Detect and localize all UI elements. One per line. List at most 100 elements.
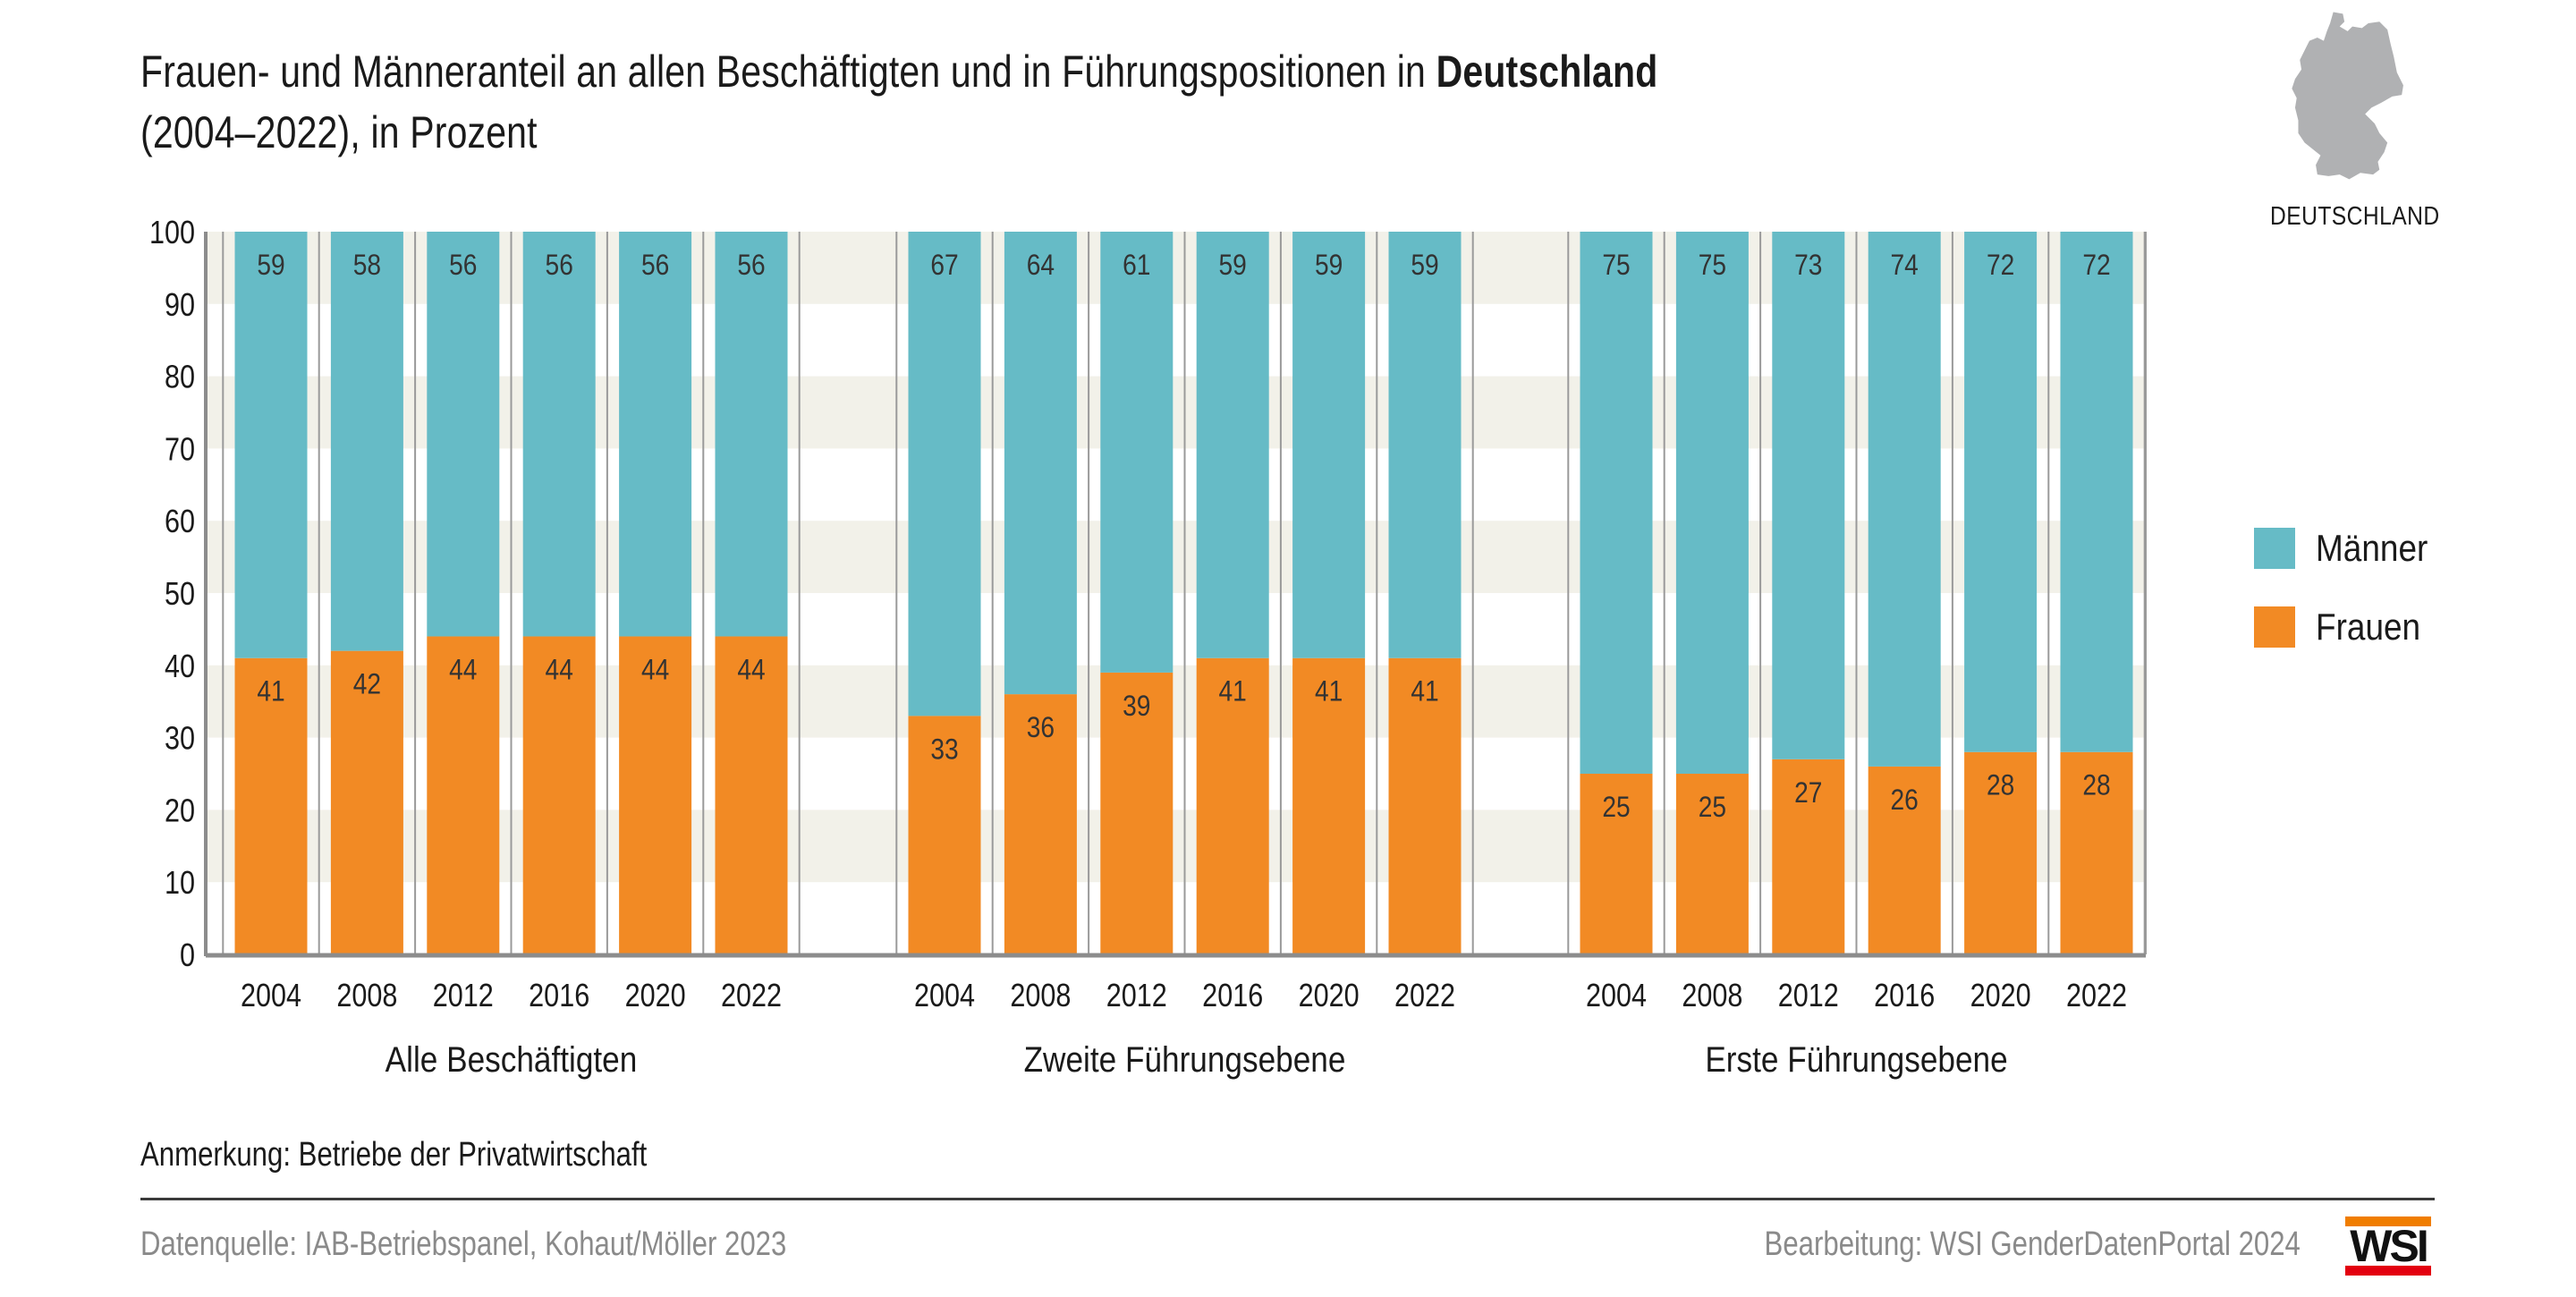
bar-maenner [715, 232, 788, 637]
legend-item-maenner: Männer [2254, 527, 2443, 569]
data-label-frauen: 36 [1027, 713, 1055, 744]
bar-maenner [619, 232, 692, 637]
data-label-maenner: 58 [353, 250, 381, 281]
germany-map-icon [2292, 12, 2403, 180]
data-label-maenner: 56 [449, 250, 477, 281]
data-label-maenner: 59 [1315, 250, 1343, 281]
data-label-frauen: 26 [1891, 784, 1919, 816]
x-tick-label: 2022 [721, 979, 782, 1014]
y-tick-label: 30 [165, 721, 195, 757]
group-label: Erste Führungsebene [1705, 1039, 2007, 1080]
bar-maenner [1100, 232, 1174, 673]
bar-frauen [234, 657, 308, 954]
data-label-maenner: 56 [737, 250, 765, 281]
group-label: Zweite Führungsebene [1024, 1039, 1346, 1080]
data-label-frauen: 44 [449, 655, 477, 686]
x-tick-label: 2020 [1299, 979, 1360, 1014]
bar-maenner [1196, 232, 1269, 658]
title-line-1: Frauen- und Männeranteil an allen Beschä… [140, 41, 1657, 102]
y-tick-label: 50 [165, 577, 195, 613]
bar-frauen [619, 636, 692, 954]
legend-swatch-maenner [2254, 528, 2295, 569]
data-label-frauen: 25 [1699, 792, 1726, 823]
x-tick-label: 2004 [914, 979, 975, 1014]
y-tick-label: 100 [149, 216, 195, 251]
bar-frauen [1388, 657, 1462, 954]
y-tick-label: 60 [165, 504, 195, 540]
data-label-frauen: 44 [546, 655, 573, 686]
x-tick-label: 2020 [625, 979, 686, 1014]
stacked-bar-chart: 5941200458422008564420125644201656442020… [149, 216, 2147, 1080]
bar-frauen [2060, 751, 2133, 954]
x-tick-label: 2022 [1394, 979, 1455, 1014]
labels: 5941200458422008564420125644201656442020… [149, 216, 2127, 1080]
x-tick-label: 2022 [2066, 979, 2127, 1014]
data-label-maenner: 56 [641, 250, 669, 281]
bar-maenner [522, 232, 596, 637]
x-tick-label: 2012 [1778, 979, 1839, 1014]
data-label-maenner: 75 [1699, 250, 1726, 281]
legend-label-maenner: Männer [2316, 527, 2428, 569]
footnote: Anmerkung: Betriebe der Privatwirtschaft [140, 1136, 648, 1174]
chart-title: Frauen- und Männeranteil an allen Beschä… [140, 41, 1657, 163]
column-separators [222, 232, 2146, 954]
data-label-frauen: 41 [1315, 676, 1343, 708]
bar-maenner [1868, 232, 1941, 767]
legend: Männer Frauen [2254, 527, 2443, 685]
axes [204, 232, 2147, 958]
x-tick-label: 2016 [529, 979, 589, 1014]
legend-swatch-frauen [2254, 606, 2295, 648]
logo-text: WSI [2350, 1221, 2428, 1271]
data-label-frauen: 41 [1219, 676, 1247, 708]
x-tick-label: 2004 [241, 979, 301, 1014]
x-tick-label: 2020 [1970, 979, 2031, 1014]
bar-frauen [1004, 694, 1077, 954]
bar-frauen [715, 636, 788, 954]
bar-frauen [1868, 766, 1941, 954]
data-label-maenner: 75 [1602, 250, 1630, 281]
legend-item-frauen: Frauen [2254, 606, 2443, 648]
y-tick-label: 20 [165, 793, 195, 829]
bar-maenner [1675, 232, 1749, 774]
bar-maenner [2060, 232, 2133, 752]
x-tick-label: 2008 [1010, 979, 1071, 1014]
bar-frauen [1100, 672, 1174, 954]
x-tick-label: 2004 [1586, 979, 1647, 1014]
data-label-frauen: 27 [1794, 777, 1822, 809]
data-label-frauen: 28 [1987, 770, 2014, 801]
logo-bar-top [2345, 1216, 2431, 1226]
y-tick-label: 40 [165, 649, 195, 685]
data-source: Datenquelle: IAB-Betriebspanel, Kohaut/M… [140, 1225, 787, 1263]
data-label-frauen: 25 [1602, 792, 1630, 823]
bar-maenner [1292, 232, 1366, 658]
bar-maenner [234, 232, 308, 658]
x-tick-label: 2008 [336, 979, 397, 1014]
data-label-maenner: 56 [546, 250, 573, 281]
x-tick-label: 2016 [1202, 979, 1263, 1014]
data-label-maenner: 72 [1987, 250, 2014, 281]
data-label-frauen: 42 [353, 669, 381, 700]
bars [234, 232, 2133, 954]
bar-frauen [1292, 657, 1366, 954]
y-tick-label: 10 [165, 866, 195, 902]
bar-maenner [1772, 232, 1845, 759]
data-label-maenner: 59 [1411, 250, 1438, 281]
bar-frauen [1964, 751, 2038, 954]
data-label-maenner: 59 [257, 250, 284, 281]
data-label-frauen: 41 [1411, 676, 1438, 708]
bar-frauen [522, 636, 596, 954]
bar-frauen [1675, 774, 1749, 954]
y-tick-label: 0 [180, 938, 195, 974]
data-label-frauen: 28 [2082, 770, 2110, 801]
data-label-frauen: 33 [930, 734, 958, 766]
group-label: Alle Beschäftigten [386, 1039, 638, 1080]
y-tick-label: 70 [165, 432, 195, 468]
logo-bar-bottom [2345, 1266, 2431, 1276]
data-label-maenner: 73 [1794, 250, 1822, 281]
data-label-frauen: 39 [1123, 691, 1150, 722]
title-country: Deutschland [1436, 47, 1658, 97]
data-label-maenner: 72 [2082, 250, 2110, 281]
data-label-maenner: 59 [1219, 250, 1247, 281]
bar-maenner [1004, 232, 1077, 695]
x-tick-label: 2016 [1874, 979, 1935, 1014]
